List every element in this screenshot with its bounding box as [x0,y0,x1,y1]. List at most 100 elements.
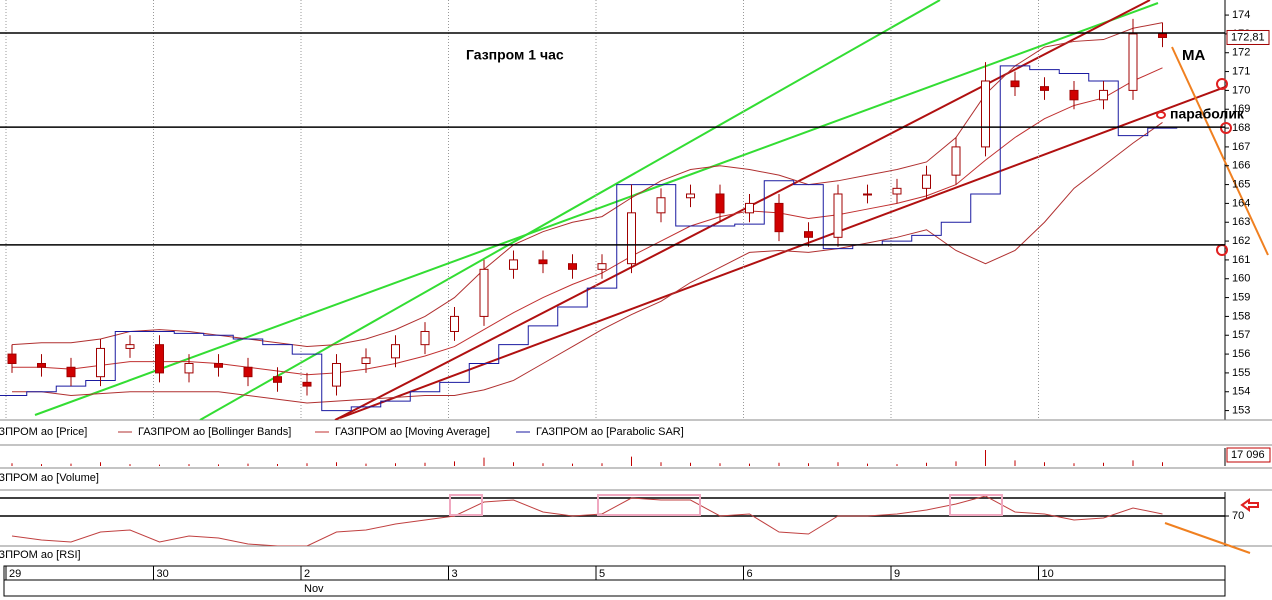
y-tick-label: 153 [1232,404,1250,416]
rsi-line [11,495,1163,546]
candle-body [1158,33,1167,38]
trend-line [34,2,1159,416]
date-axis [3,565,1226,597]
candle-body [450,315,459,332]
candle-body [361,357,371,364]
candle-body [7,353,17,364]
candle-body [184,362,194,374]
annotation: MA [1182,47,1205,64]
legend-label: ГАЗПРОМ ао [Bollinger Bands] [138,426,291,438]
candle-body [302,381,312,387]
candle-body [774,202,784,233]
y-tick-label: 168 [1232,122,1250,134]
y-tick-label: 171 [1232,65,1250,77]
y-tick-label: 157 [1232,329,1250,341]
candle-body [1069,89,1079,101]
trend-lines [34,0,1225,420]
candle-body [745,202,754,214]
arrow-line [1164,522,1251,554]
trend-line [334,0,1151,420]
candle-body [863,193,872,196]
legend-label: ГАЗПРОМ ао [Moving Average] [335,426,490,438]
x-tick-label: 5 [599,568,605,580]
month-label: Nov [304,583,324,595]
moving-average [12,67,1163,376]
marker-circle [1156,111,1166,119]
candle-body [273,376,282,383]
y-tick-label: 156 [1232,348,1250,360]
candle-body [391,344,400,359]
highlight-box [597,494,701,516]
candle-body [243,366,253,378]
candle-body [568,263,577,270]
y-tick-label: 166 [1232,160,1250,172]
last-price-box [1226,29,1270,45]
highlight-box [949,494,1003,516]
x-tick-label: 2 [304,568,310,580]
candle-body [125,344,135,349]
candle-body [656,197,666,214]
candle-body [804,231,813,238]
parabolic-sar [0,65,1178,412]
candle-body [597,263,607,270]
candle-body [509,259,518,270]
y-tick-label: 154 [1232,386,1250,398]
candle-body [420,330,430,346]
chart-title: Газпром 1 час [466,47,564,63]
candle-body [1010,80,1020,88]
candle-body [1099,89,1108,101]
trend-line [339,86,1225,419]
arrow-icon [1240,498,1259,512]
pane-label: ГАЗПРОМ ао [RSI] [0,549,81,561]
candle-body [833,193,843,238]
candle-body [686,193,695,199]
bollinger-lower [12,122,1163,404]
x-tick-label: 10 [1042,568,1054,580]
y-tick-label: 163 [1232,216,1250,228]
candle-body [627,212,636,265]
rsi-tick-label: 70 [1232,510,1244,522]
legend-label: ГАЗПРОМ ао [Price] [0,426,87,438]
candle-body [155,344,164,374]
y-tick-label: 155 [1232,367,1250,379]
y-tick-label: 162 [1232,235,1250,247]
x-tick-label: 30 [157,568,169,580]
candle-body [37,362,46,368]
y-tick-label: 164 [1232,197,1250,209]
x-tick-label: 6 [747,568,753,580]
trend-line [199,0,941,420]
x-tick-label: 3 [452,568,458,580]
volume-tick-label: 17 096 [1231,449,1265,461]
y-tick-label: 167 [1232,141,1250,153]
marker-circle [1220,122,1232,134]
candle-body [66,366,76,378]
y-tick-label: 160 [1232,273,1250,285]
volume-label-box [1226,447,1271,463]
y-tick-label: 170 [1232,84,1250,96]
marker-circle [1216,78,1228,90]
candle-body [981,80,990,148]
y-tick-label: 159 [1232,291,1250,303]
y-tick-label: 174 [1232,9,1250,21]
candle-body [214,362,223,368]
candle-body [96,347,105,378]
candle-body [538,259,548,265]
pane-label: ГАЗПРОМ ао [Volume] [0,472,99,484]
candle-body [922,174,931,189]
legend-label: ГАЗПРОМ ао [Parabolic SAR] [536,426,684,438]
candle-body [332,362,341,387]
y-tick-label: 165 [1232,178,1250,190]
candle-body [1040,86,1049,91]
y-tick-label: 161 [1232,254,1250,266]
y-tick-label: 169 [1232,103,1250,115]
highlight-box [449,494,483,516]
y-tick-label: 158 [1232,310,1250,322]
x-tick-label: 29 [9,568,21,580]
price-pane [0,0,1178,420]
candle-body [892,187,902,195]
arrow-line [1171,46,1269,256]
candle-body [1128,33,1138,91]
candle-body [951,146,961,176]
